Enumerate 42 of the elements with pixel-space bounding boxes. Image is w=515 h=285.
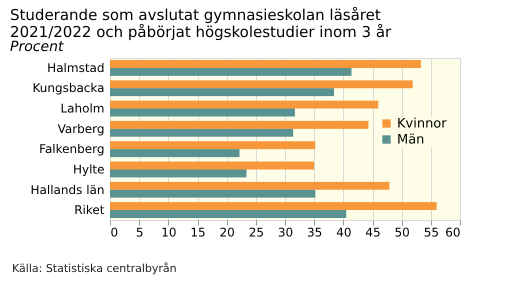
bar bbox=[110, 120, 368, 129]
x-tick-label: 45 bbox=[365, 226, 381, 240]
bar bbox=[110, 210, 346, 218]
bar bbox=[110, 80, 413, 88]
y-tick-label: Hallands län bbox=[30, 182, 104, 197]
bar bbox=[110, 108, 295, 116]
bar bbox=[110, 128, 294, 137]
bar bbox=[110, 68, 352, 76]
x-tick-label: 35 bbox=[307, 226, 322, 240]
bar bbox=[110, 162, 314, 170]
x-tick-label: 5 bbox=[136, 226, 144, 240]
x-tick-label: 25 bbox=[248, 226, 264, 240]
bar bbox=[110, 141, 316, 150]
text: Källa: Statistiska centralbyrån bbox=[12, 262, 177, 275]
y-tick-label: Hylte bbox=[72, 162, 104, 176]
legend-label: Kvinnor bbox=[397, 116, 448, 132]
x-tick-label: 55 bbox=[424, 226, 439, 240]
chart-title: Studerande som avslutat gymnasieskolan läsåret 2021/2022 och påbörjat högskolestudier inom 3 år bbox=[10, 6, 392, 41]
x-tick-label: 40 bbox=[336, 226, 352, 240]
y-tick-label: Halmstad bbox=[47, 60, 104, 75]
chart-subtitle: Procent bbox=[10, 39, 64, 55]
x-tick-label: 50 bbox=[394, 226, 410, 240]
x-tick-label: 10 bbox=[161, 226, 176, 240]
legend-label: Män bbox=[397, 132, 424, 148]
bar bbox=[110, 88, 334, 96]
y-tick-label: Laholm bbox=[60, 102, 104, 116]
x-tick-label: 0 bbox=[110, 226, 118, 240]
x-tick-label: 20 bbox=[220, 226, 235, 240]
x-tick-label: 15 bbox=[190, 226, 206, 240]
bar bbox=[110, 149, 240, 158]
bar bbox=[110, 190, 316, 198]
y-tick-label: Falkenberg bbox=[39, 142, 104, 156]
y-tick-label: Kungsbacka bbox=[32, 81, 104, 96]
y-tick-label: Riket bbox=[74, 203, 105, 218]
bar bbox=[110, 202, 437, 210]
x-tick-label: 60 bbox=[445, 226, 460, 240]
bar bbox=[110, 60, 421, 68]
bar bbox=[110, 182, 390, 190]
bar bbox=[110, 169, 246, 178]
x-tick-label: 30 bbox=[278, 226, 294, 240]
y-tick-label: Varberg bbox=[58, 122, 104, 136]
bar bbox=[110, 100, 378, 109]
